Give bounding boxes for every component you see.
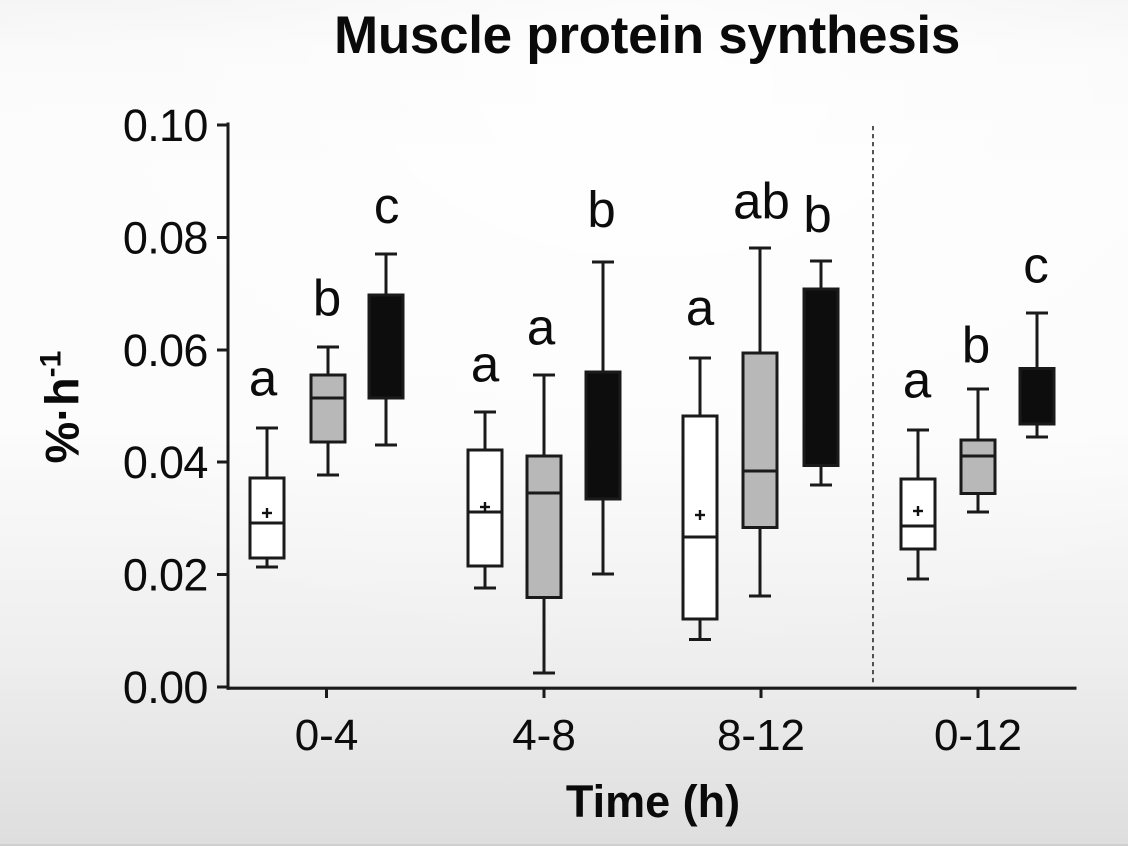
svg-text:0.04: 0.04 (123, 437, 208, 488)
svg-text:0-12: 0-12 (934, 711, 1022, 760)
svg-text:a: a (249, 350, 278, 407)
svg-text:a: a (903, 352, 932, 409)
svg-text:a: a (471, 336, 500, 393)
svg-text:0.08: 0.08 (123, 213, 208, 264)
svg-text:Muscle protein synthesis: Muscle protein synthesis (334, 6, 960, 65)
svg-text:b: b (962, 317, 990, 374)
svg-text:4-8: 4-8 (512, 711, 576, 760)
svg-text:ab: ab (733, 173, 790, 230)
svg-text:0.02: 0.02 (123, 550, 208, 601)
svg-text:b: b (587, 181, 615, 238)
svg-text:0-4: 0-4 (295, 711, 359, 760)
svg-text:8-12: 8-12 (717, 711, 805, 760)
svg-text:0.10: 0.10 (123, 100, 208, 151)
svg-text:Time (h): Time (h) (566, 776, 740, 827)
svg-text:a: a (686, 279, 715, 336)
svg-text:b: b (803, 186, 831, 243)
svg-text:a: a (527, 299, 556, 356)
svg-text:c: c (1023, 237, 1049, 294)
svg-text:b: b (313, 270, 341, 327)
svg-text:0.06: 0.06 (123, 325, 208, 376)
svg-text:0.00: 0.00 (123, 662, 208, 713)
svg-text:c: c (374, 177, 400, 234)
